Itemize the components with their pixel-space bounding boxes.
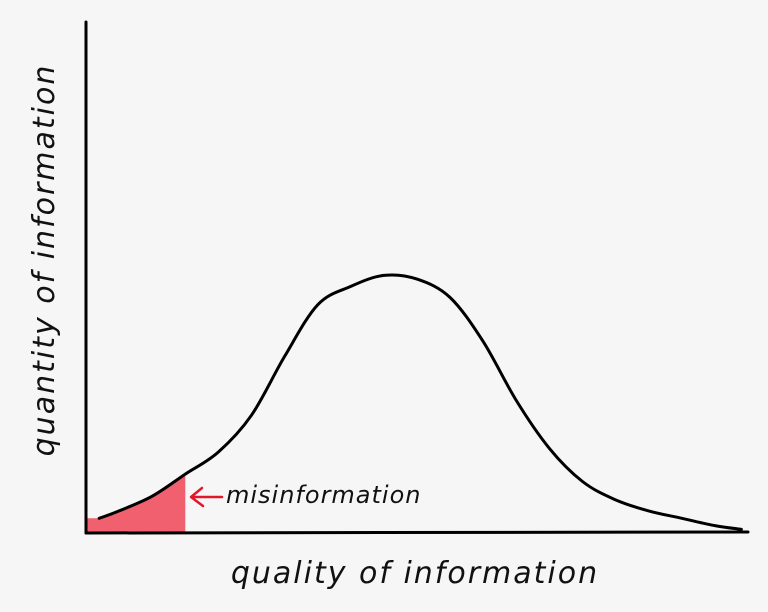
area-layer: [86, 474, 186, 533]
distribution-curve: [97, 273, 743, 531]
annotation-layer: [189, 486, 224, 508]
curve-layer: [97, 273, 743, 531]
misinformation-label: misinformation: [226, 481, 422, 509]
misinformation-area: [86, 474, 186, 533]
axis-layer: [84, 20, 750, 535]
y-axis-label: quantity of information: [27, 64, 62, 457]
x-axis-line: [84, 530, 750, 535]
x-axis-label: quality of information: [231, 556, 599, 591]
arrow-left-icon: [189, 486, 224, 508]
